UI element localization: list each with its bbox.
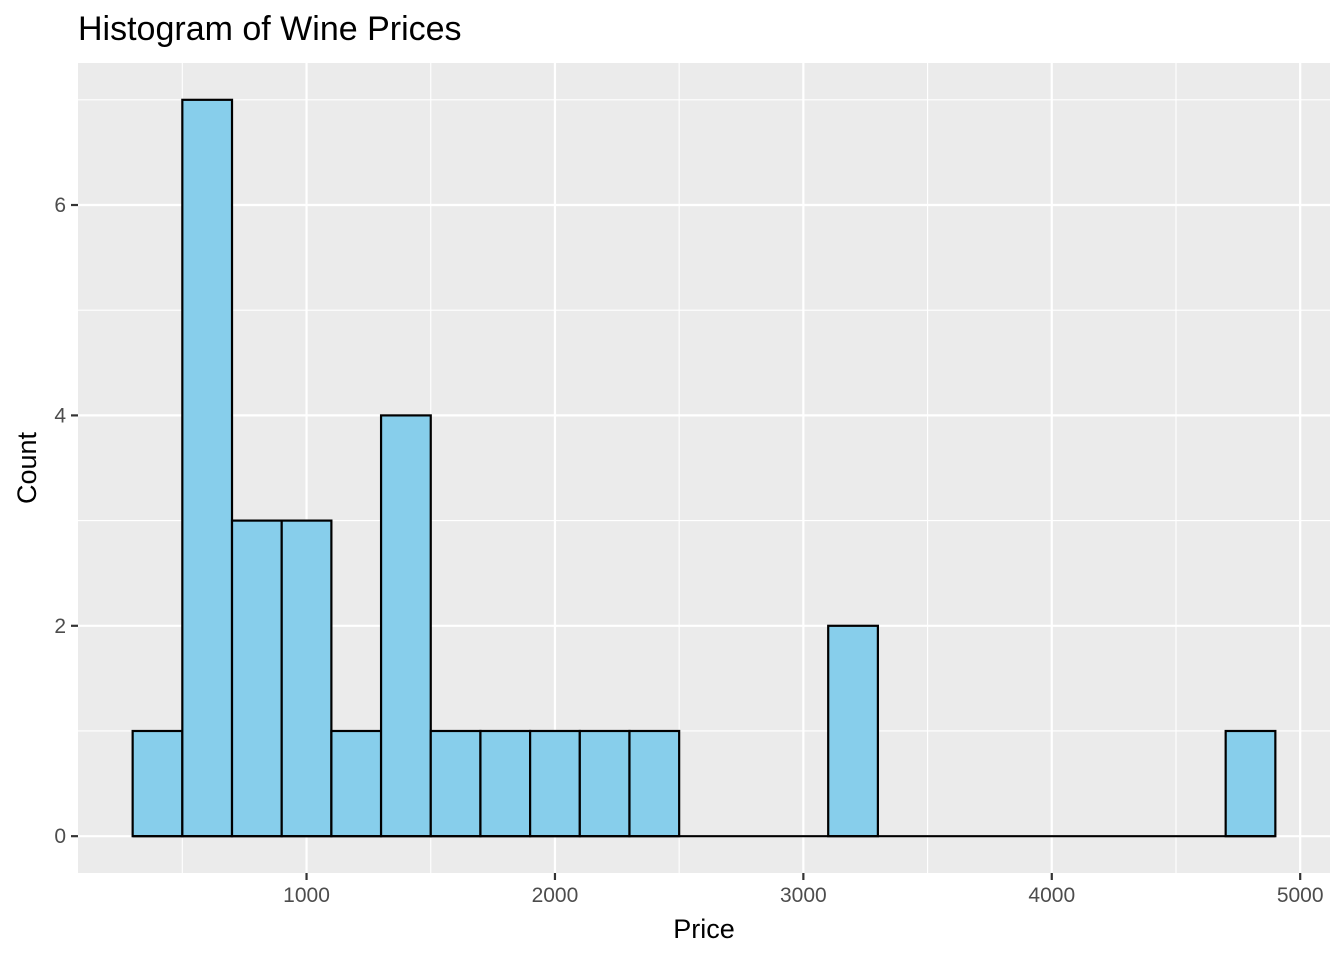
- x-tick-label: 1000: [283, 884, 330, 907]
- y-tick-label: 2: [54, 615, 66, 638]
- histogram-bar: [628, 729, 681, 838]
- chart-title: Histogram of Wine Prices: [78, 10, 462, 48]
- y-tick-label: 0: [54, 825, 66, 848]
- histogram-bar: [1224, 729, 1277, 838]
- x-tick-label: 3000: [780, 884, 827, 907]
- histogram-bar: [529, 729, 581, 838]
- x-axis: 1000 2000 3000 4000 5000: [283, 873, 1324, 907]
- histogram-bar: [230, 519, 283, 838]
- x-tick-label: 5000: [1277, 884, 1324, 907]
- histogram-bar: [330, 729, 383, 838]
- y-axis: 0 2 4 6: [54, 194, 78, 848]
- x-axis-title: Price: [673, 914, 735, 944]
- histogram-bar: [479, 729, 532, 838]
- x-tick-label: 2000: [532, 884, 579, 907]
- y-axis-title: Count: [12, 431, 42, 504]
- histogram-bars: [131, 98, 1277, 838]
- histogram-bar: [280, 519, 333, 838]
- y-tick-label: 6: [54, 194, 66, 217]
- histogram-bar: [578, 729, 631, 838]
- histogram-bar: [827, 624, 879, 838]
- histogram-bar: [429, 729, 482, 838]
- histogram-bar: [181, 98, 234, 838]
- histogram-bar: [379, 414, 432, 838]
- histogram-bar: [131, 729, 184, 838]
- y-tick-label: 4: [54, 404, 66, 427]
- x-tick-label: 4000: [1028, 884, 1075, 907]
